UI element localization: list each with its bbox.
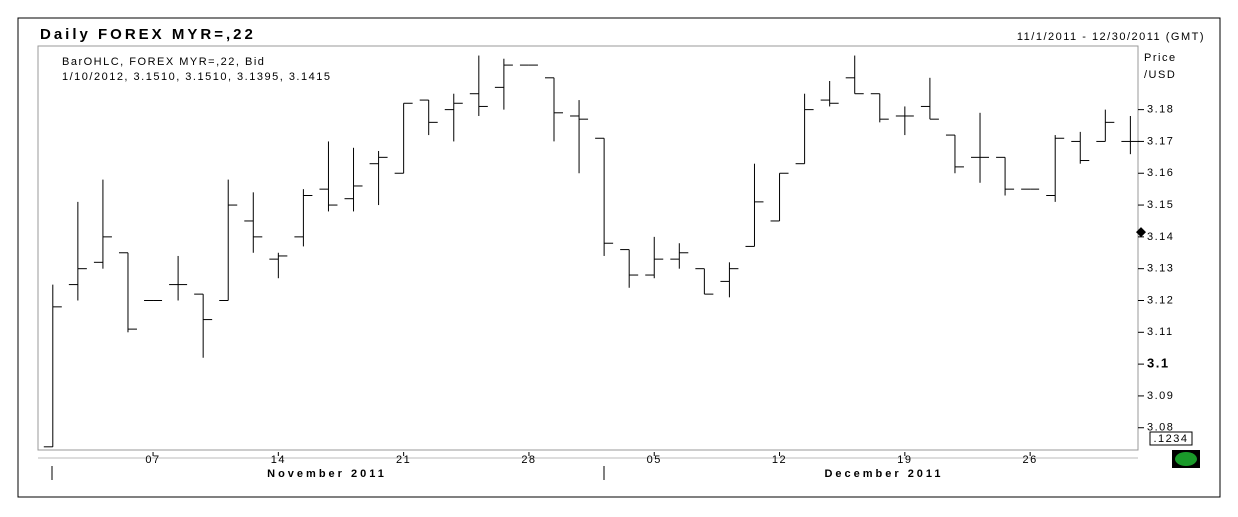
y-tick-label: 3.1 bbox=[1147, 356, 1170, 371]
x-tick-label: 28 bbox=[521, 454, 536, 466]
y-tick-label: 3.17 bbox=[1147, 135, 1174, 147]
month-label: December 2011 bbox=[824, 468, 943, 480]
x-tick-label: 26 bbox=[1023, 454, 1038, 466]
chart-title: Daily FOREX MYR=,22 bbox=[40, 26, 256, 43]
y-tick-label: 3.09 bbox=[1147, 390, 1174, 402]
plot-area bbox=[37, 45, 1139, 451]
frame bbox=[17, 17, 1221, 498]
status-icon[interactable] bbox=[1175, 452, 1197, 466]
precision-label[interactable]: .1234 bbox=[1153, 433, 1188, 445]
y-tick-label: 3.13 bbox=[1147, 263, 1174, 275]
y-axis-label: Price bbox=[1144, 52, 1177, 64]
y-tick-label: 3.15 bbox=[1147, 199, 1174, 211]
y-tick-label: 3.08 bbox=[1147, 422, 1174, 434]
y-tick-label: 3.18 bbox=[1147, 104, 1174, 116]
y-tick-label: 3.16 bbox=[1147, 167, 1174, 179]
legend-name: BarOHLC, FOREX MYR=,22, Bid bbox=[62, 56, 265, 68]
x-tick-label: 21 bbox=[396, 454, 411, 466]
x-tick-label: 07 bbox=[145, 454, 160, 466]
y-axis-label: /USD bbox=[1144, 69, 1176, 81]
y-tick-label: 3.14 bbox=[1147, 231, 1174, 243]
date-range: 11/1/2011 - 12/30/2011 (GMT) bbox=[1017, 31, 1205, 43]
x-tick-label: 19 bbox=[897, 454, 912, 466]
x-tick-label: 05 bbox=[647, 454, 662, 466]
x-tick-label: 12 bbox=[772, 454, 787, 466]
last-price-marker bbox=[1136, 227, 1146, 238]
legend-values: 1/10/2012, 3.1510, 3.1510, 3.1395, 3.141… bbox=[62, 71, 331, 83]
y-tick-label: 3.11 bbox=[1147, 326, 1174, 338]
precision-box[interactable] bbox=[1149, 431, 1193, 446]
y-tick-label: 3.12 bbox=[1147, 294, 1174, 306]
month-label: November 2011 bbox=[267, 468, 387, 480]
x-tick-label: 14 bbox=[271, 454, 286, 466]
